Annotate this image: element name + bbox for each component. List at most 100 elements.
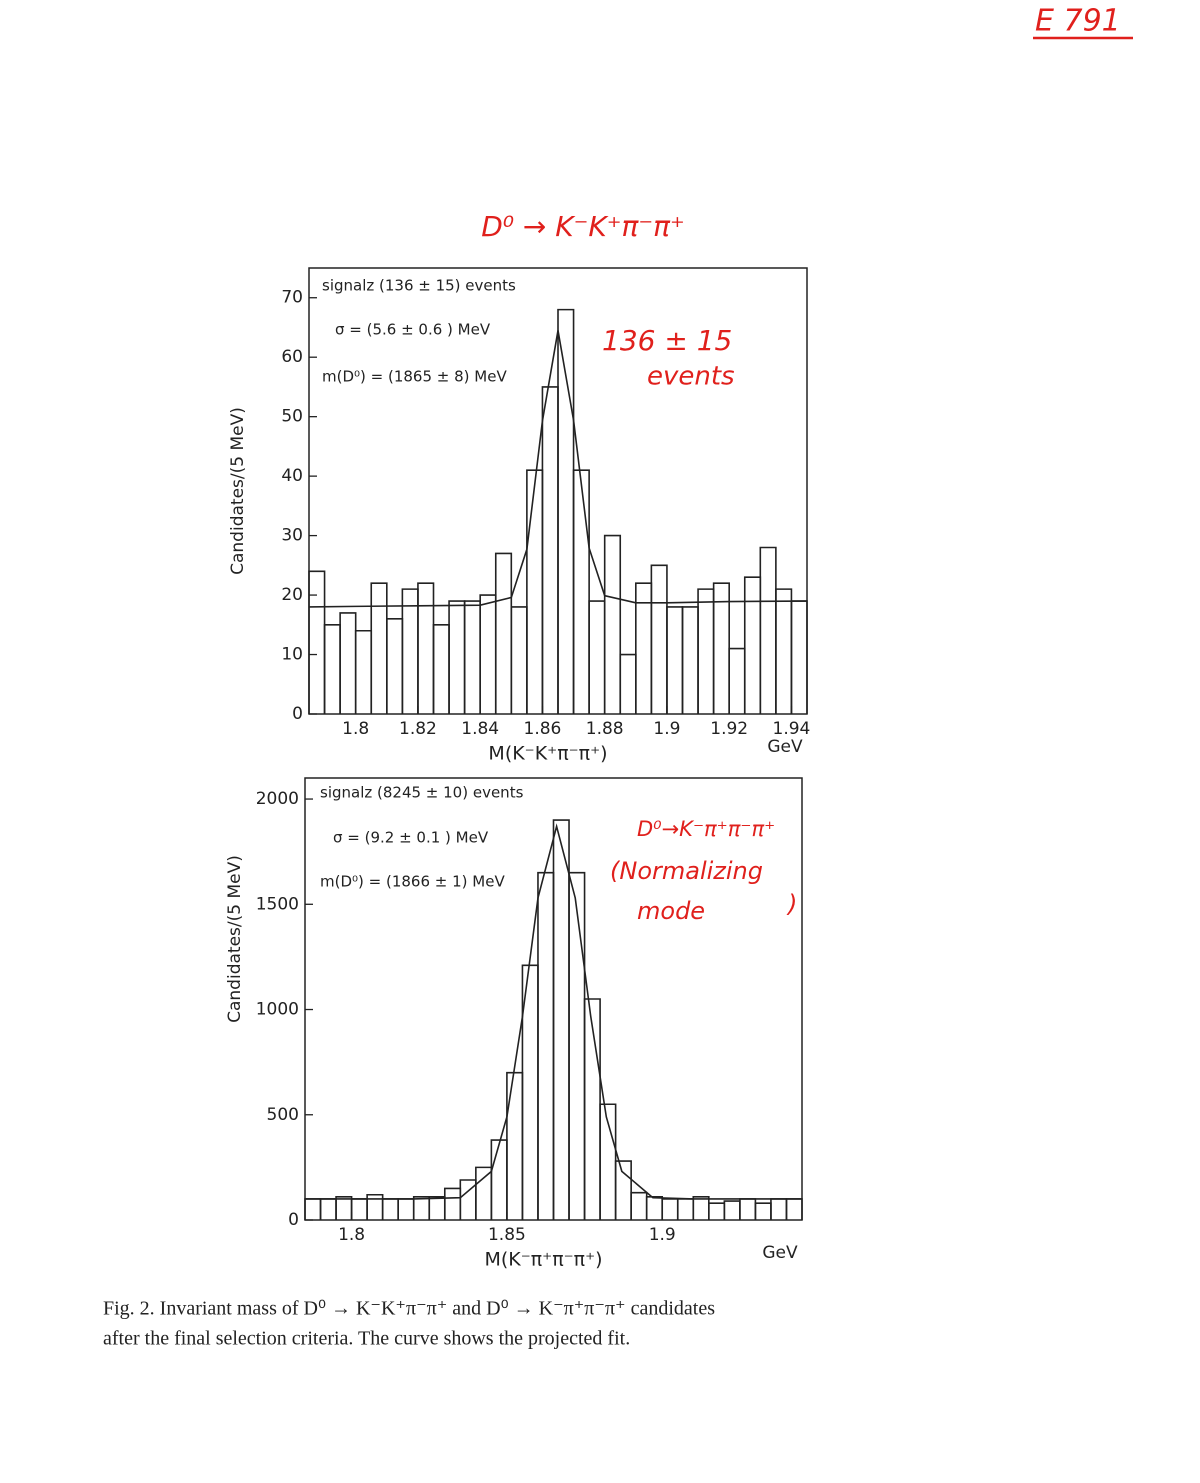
- histogram-bin: [401, 588, 419, 714]
- y-tick-label: 1500: [256, 894, 299, 914]
- histogram-bin: [354, 629, 373, 714]
- x-tick-label: 1.9: [653, 719, 680, 739]
- histogram-bin: [743, 576, 762, 714]
- annotation: D⁰ → K⁻K⁺π⁻π⁺: [481, 210, 685, 243]
- fit-curve: [305, 823, 802, 1200]
- y-tick-label: 50: [281, 407, 303, 427]
- histogram-bin: [661, 1198, 679, 1220]
- histogram-bin: [397, 1198, 415, 1220]
- legend-text: σ = (5.6 ± 0.6 ) MeV: [335, 321, 491, 339]
- annotation: (Normalizing: [610, 857, 763, 885]
- histogram-bin: [490, 1139, 508, 1220]
- annotation: events: [647, 362, 735, 392]
- histogram-bin: [754, 1202, 772, 1220]
- histogram-bin: [510, 606, 528, 714]
- y-tick-label: 40: [281, 466, 303, 486]
- histogram-bin: [728, 647, 746, 714]
- y-axis-label: Candidates/(5 MeV): [225, 855, 245, 1023]
- histogram-bin: [723, 1200, 741, 1220]
- annotation: 136 ± 15: [602, 324, 732, 357]
- legend-text: m(D⁰) = (1865 ± 8) MeV: [322, 368, 507, 386]
- legend-text: σ = (9.2 ± 0.1 ) MeV: [333, 829, 489, 847]
- histogram-bin: [614, 1160, 632, 1220]
- y-tick-label: 10: [281, 645, 303, 665]
- x-unit-label: GeV: [767, 737, 803, 757]
- x-tick-label: 1.85: [488, 1225, 526, 1245]
- histogram-bin: [557, 308, 575, 714]
- histogram-bin: [308, 570, 326, 714]
- histogram-bin: [323, 624, 341, 714]
- histogram-bin: [526, 469, 544, 714]
- histogram-bin: [432, 624, 450, 714]
- histogram-bin: [630, 1191, 648, 1220]
- y-tick-label: 0: [292, 704, 303, 724]
- histogram-bin: [381, 1198, 399, 1220]
- histogram-bin: [681, 606, 699, 714]
- y-axis-label: Candidates/(5 MeV): [228, 407, 248, 575]
- histogram-bin: [645, 1196, 664, 1220]
- annotation: ): [786, 890, 797, 918]
- histogram-bin: [739, 1198, 757, 1220]
- y-tick-label: 70: [281, 288, 303, 308]
- histogram-bin: [417, 582, 435, 714]
- histogram-bin: [708, 1202, 726, 1220]
- histogram-bin: [588, 600, 606, 714]
- legend-text: signalz (136 ± 15) events: [322, 277, 516, 295]
- histogram-bin: [759, 546, 777, 714]
- histogram-bin: [494, 552, 513, 714]
- histogram-bin: [412, 1196, 431, 1220]
- x-unit-label: GeV: [762, 1243, 798, 1263]
- histogram-bin: [785, 1198, 803, 1220]
- histogram-bin: [790, 600, 808, 714]
- x-tick-label: 1.84: [461, 719, 499, 739]
- experiment-label: E 791: [1035, 4, 1121, 39]
- y-tick-label: 60: [281, 347, 303, 367]
- histogram-bin: [676, 1198, 695, 1220]
- x-axis-label: M(K⁻K⁺π⁻π⁺): [488, 743, 607, 765]
- histogram-bin: [770, 1198, 788, 1220]
- histogram-bin: [506, 1071, 524, 1220]
- annotation: mode: [637, 897, 705, 925]
- histogram-bin: [463, 600, 481, 714]
- histogram-bin: [583, 998, 601, 1220]
- legend-text: m(D⁰) = (1866 ± 1) MeV: [320, 873, 505, 891]
- histogram-bin: [666, 606, 684, 714]
- histogram-bin: [650, 564, 668, 714]
- histogram-bin: [692, 1196, 710, 1220]
- x-tick-label: 1.88: [586, 719, 624, 739]
- fit-curve: [308, 330, 808, 608]
- histogram-bin: [350, 1198, 368, 1220]
- histogram-bin: [572, 469, 590, 714]
- caption: Fig. 2. Invariant mass of D⁰ → K⁻K⁺π⁻π⁺ …: [103, 1298, 715, 1320]
- caption: after the final selection criteria. The …: [103, 1328, 630, 1350]
- histogram-bin: [335, 1196, 353, 1220]
- histogram-bin: [370, 582, 388, 714]
- histogram-bin: [428, 1196, 446, 1220]
- histogram-bin: [319, 1198, 337, 1220]
- y-tick-label: 1000: [256, 1000, 299, 1020]
- x-tick-label: 1.92: [710, 719, 748, 739]
- histogram-bin: [541, 386, 559, 714]
- y-tick-label: 20: [281, 585, 303, 605]
- x-tick-label: 1.82: [399, 719, 437, 739]
- histogram-bin: [712, 582, 730, 714]
- y-tick-label: 2000: [256, 789, 299, 809]
- x-tick-label: 1.8: [338, 1225, 365, 1245]
- histogram-bin: [603, 534, 622, 714]
- x-tick-label: 1.8: [342, 719, 369, 739]
- histogram-bin: [448, 600, 466, 714]
- x-tick-label: 1.94: [773, 719, 811, 739]
- histogram-bin: [552, 819, 570, 1220]
- histogram-bin: [568, 871, 586, 1220]
- histogram-bin: [619, 653, 637, 714]
- x-tick-label: 1.9: [649, 1225, 676, 1245]
- y-tick-label: 0: [288, 1210, 299, 1230]
- x-tick-label: 1.86: [524, 719, 562, 739]
- histogram-bin: [386, 618, 404, 714]
- annotation: D⁰→K⁻π⁺π⁻π⁺: [637, 817, 775, 841]
- histogram-bin: [479, 594, 497, 714]
- y-tick-label: 30: [281, 526, 303, 546]
- histogram-bin: [475, 1166, 493, 1220]
- histogram-bin: [304, 1198, 322, 1220]
